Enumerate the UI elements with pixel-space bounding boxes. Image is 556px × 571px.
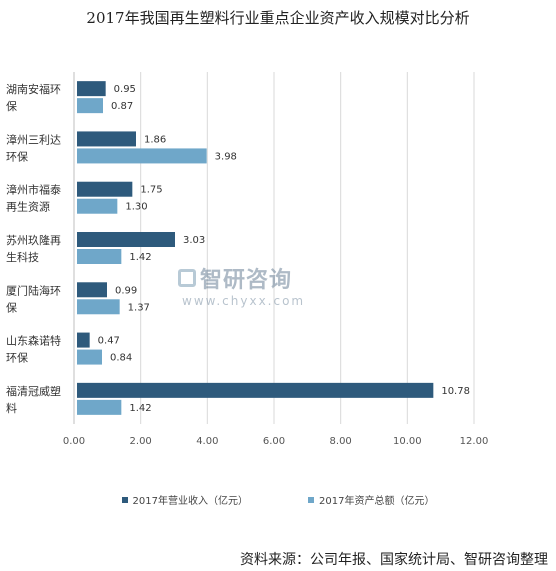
legend-item-revenue: 2017年营业收入（亿元） bbox=[121, 492, 248, 507]
x-tick-label: 10.00 bbox=[393, 436, 422, 447]
category-label: 湖南安福环保 bbox=[6, 82, 61, 113]
x-tick-label: 12.00 bbox=[460, 436, 489, 447]
legend-item-assets: 2017年资产总额（亿元） bbox=[308, 492, 434, 507]
assets-value-label: 1.42 bbox=[129, 403, 151, 414]
legend-swatch-revenue bbox=[121, 496, 128, 503]
revenue-bar bbox=[77, 382, 434, 398]
x-tick-label: 4.00 bbox=[196, 436, 218, 447]
legend: 2017年营业收入（亿元） 2017年资产总额（亿元） bbox=[0, 492, 556, 507]
assets-bar bbox=[77, 399, 122, 415]
x-tick-label: 8.00 bbox=[330, 436, 352, 447]
category-label: 漳州市福泰再生资源 bbox=[6, 183, 61, 214]
assets-bar bbox=[77, 98, 103, 114]
category-label: 厦门陆海环保 bbox=[6, 283, 61, 314]
category-label: 山东森诺特环保 bbox=[6, 334, 61, 365]
x-tick-label: 0.00 bbox=[63, 436, 85, 447]
watermark-name: 智研咨询 bbox=[200, 268, 293, 293]
x-tick-label: 6.00 bbox=[263, 436, 285, 447]
revenue-bar bbox=[77, 131, 136, 147]
revenue-bar bbox=[77, 282, 107, 298]
revenue-bar bbox=[77, 332, 90, 348]
revenue-value-label: 3.03 bbox=[183, 235, 205, 246]
chart-title: 2017年我国再生塑料行业重点企业资产收入规模对比分析 bbox=[86, 9, 470, 27]
revenue-bar bbox=[77, 81, 106, 97]
revenue-value-label: 0.95 bbox=[114, 84, 136, 95]
revenue-bar bbox=[77, 232, 175, 247]
assets-value-label: 1.37 bbox=[128, 302, 150, 313]
assets-value-label: 3.98 bbox=[215, 151, 237, 162]
assets-value-label: 0.84 bbox=[110, 353, 132, 364]
watermark-url: www.chyxx.com bbox=[182, 294, 306, 308]
assets-bar bbox=[77, 249, 122, 264]
watermark: 智研咨询 www.chyxx.com bbox=[178, 262, 305, 308]
assets-bar bbox=[77, 198, 118, 214]
legend-swatch-assets bbox=[308, 496, 314, 503]
source-note: 资料来源：公司年报、国家统计局、智研咨询整理 bbox=[240, 552, 548, 568]
bar-chart: 0.00 2.00 4.00 6.00 8.00 10.00 12.00 湖南安福环保 0.95… bbox=[6, 72, 489, 447]
assets-value-label: 0.87 bbox=[111, 101, 133, 112]
assets-bar bbox=[77, 148, 207, 164]
assets-value-label: 1.30 bbox=[125, 202, 147, 213]
revenue-bar bbox=[77, 181, 133, 197]
revenue-value-label: 0.47 bbox=[98, 336, 120, 347]
x-tick-label: 2.00 bbox=[130, 436, 152, 447]
category-label: 苏州玖隆再生科技 bbox=[6, 233, 61, 264]
revenue-value-label: 0.99 bbox=[115, 285, 137, 296]
legend-label-assets: 2017年资产总额（亿元） bbox=[319, 496, 435, 507]
assets-value-label: 1.42 bbox=[129, 252, 151, 263]
legend-label-revenue: 2017年营业收入（亿元） bbox=[132, 496, 248, 507]
assets-bar bbox=[77, 349, 102, 365]
revenue-value-label: 1.75 bbox=[140, 185, 162, 196]
category-label: 漳州三利达环保 bbox=[6, 132, 61, 163]
revenue-value-label: 10.78 bbox=[441, 386, 470, 397]
category-label: 福清冠威塑料 bbox=[6, 384, 61, 415]
assets-bar bbox=[77, 299, 120, 315]
revenue-value-label: 1.86 bbox=[144, 134, 166, 145]
watermark-logo-icon bbox=[178, 269, 196, 287]
